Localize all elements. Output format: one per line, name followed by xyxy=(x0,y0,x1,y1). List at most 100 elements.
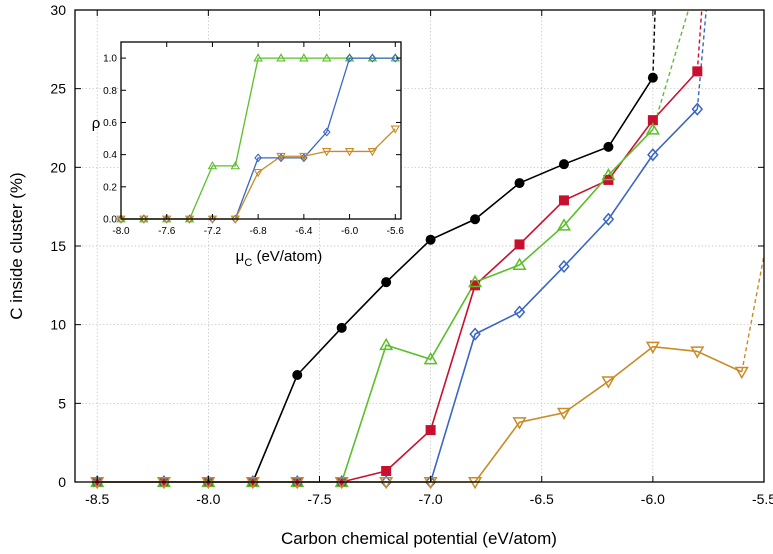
data-point-orange-triangles-6 xyxy=(379,476,394,490)
inset-x-label-sub: C xyxy=(244,257,252,269)
inset-data-point-blue-diamonds-9 xyxy=(322,127,331,137)
data-point-red-squares-12 xyxy=(647,115,658,126)
data-point-green-triangles-9 xyxy=(512,257,527,270)
inset-data-point-orange-triangles-7 xyxy=(276,152,286,162)
inset-data-point-orange-triangles-10 xyxy=(344,148,355,157)
inset-y-tick-label-0: 0.0 xyxy=(103,215,117,226)
y-tick-label-4: 20 xyxy=(50,159,66,175)
inset-x-tick-label-2: -7.2 xyxy=(204,226,222,237)
x-axis-label: Carbon chemical potential (eV/atom) xyxy=(281,529,557,548)
data-point-red-squares-10 xyxy=(558,195,569,206)
main-grid xyxy=(75,9,765,483)
y-tick-label-1: 5 xyxy=(58,395,66,411)
data-point-black-circles-5 xyxy=(336,322,347,333)
inset-background xyxy=(121,42,401,219)
data-point-green-triangles-6 xyxy=(379,337,394,351)
inset-x-axis-label: μC (eV/atom) xyxy=(236,248,323,269)
inset-data-point-green-triangles-8 xyxy=(299,53,309,62)
inset-plot-frame xyxy=(120,41,402,220)
y-tick-label-2: 10 xyxy=(50,317,66,333)
data-point-orange-triangles-11 xyxy=(601,376,616,389)
y-tick-label-6: 30 xyxy=(50,2,66,18)
inset-y-tick-label-4: 0.8 xyxy=(103,86,117,97)
main-series-markers xyxy=(90,66,749,490)
inset-axis-ticks: -8.0 -7.6 -7.2 -6.8 -6.4 -6.0 -5.6 0.0 0.2 0.4 0.6… xyxy=(103,42,404,237)
data-point-green-triangles-12 xyxy=(645,122,660,135)
inset-data-point-green-triangles-7 xyxy=(276,53,286,62)
series-extrapolation-red-squares xyxy=(696,9,703,72)
data-point-black-circles-7 xyxy=(425,234,436,245)
data-point-black-circles-12 xyxy=(647,72,658,83)
inset-x-tick-label-1: -7.6 xyxy=(158,226,176,237)
y-tick-label-0: 0 xyxy=(58,474,66,490)
data-point-black-circles-10 xyxy=(558,159,569,170)
data-point-orange-triangles-13 xyxy=(690,346,705,359)
inset-data-point-orange-triangles-8 xyxy=(299,152,309,162)
inset-y-tick-label-1: 0.2 xyxy=(103,182,117,193)
inset-data-point-blue-diamonds-12 xyxy=(391,53,400,63)
data-point-red-squares-13 xyxy=(692,66,703,77)
y-axis-label: C inside cluster (%) xyxy=(7,172,26,319)
data-point-green-triangles-8 xyxy=(468,274,483,288)
data-point-black-circles-9 xyxy=(514,178,525,189)
inset-x-tick-label-3: -6.8 xyxy=(250,226,268,237)
data-point-blue-diamonds-11 xyxy=(602,212,615,226)
inset-y-tick-label-5: 1.0 xyxy=(103,54,117,65)
data-point-blue-diamonds-12 xyxy=(647,148,659,162)
data-point-blue-diamonds-8 xyxy=(469,327,481,341)
series-extrapolation-black-circles xyxy=(652,9,656,78)
data-point-red-squares-6 xyxy=(381,465,392,476)
inset-x-tick-label-6: -5.6 xyxy=(387,226,405,237)
data-point-orange-triangles-12 xyxy=(645,341,660,354)
inset-x-tick-label-0: -8.0 xyxy=(112,226,130,237)
inset-y-axis-label: ρ xyxy=(92,115,101,132)
data-point-orange-triangles-9 xyxy=(512,417,527,430)
data-point-blue-diamonds-13 xyxy=(691,102,704,116)
data-point-green-triangles-7 xyxy=(423,352,438,365)
x-tick-label-0: -8.5 xyxy=(85,491,109,507)
inset-data-point-orange-triangles-9 xyxy=(321,148,332,157)
series-extrapolation-blue-diamonds xyxy=(696,9,707,110)
data-point-green-triangles-10 xyxy=(556,218,572,231)
inset-x-tick-label-4: -6.4 xyxy=(295,226,313,237)
x-tick-label-6: -5.5 xyxy=(752,491,773,507)
data-point-red-squares-7 xyxy=(425,425,436,436)
data-point-orange-triangles-10 xyxy=(556,407,572,421)
main-axis-ticks: -8.5 -8.0 -7.5 -7.0 -6.5 -6.0 -5.5 0 5 10 15 20 25 30 xyxy=(50,2,773,507)
x-tick-label-2: -7.5 xyxy=(307,491,331,507)
inset-data-point-orange-triangles-6 xyxy=(253,168,263,178)
x-tick-label-1: -8.0 xyxy=(196,491,220,507)
inset-data-point-green-triangles-4 xyxy=(207,160,218,170)
inset-data-point-green-triangles-6 xyxy=(253,53,263,62)
inset-data-point-blue-diamonds-6 xyxy=(254,153,263,163)
data-point-orange-triangles-3 xyxy=(245,476,260,490)
inset-y-tick-label-3: 0.6 xyxy=(103,118,117,129)
data-point-orange-triangles-14 xyxy=(734,366,749,380)
inset-data-point-blue-diamonds-11 xyxy=(368,53,377,63)
data-point-orange-triangles-8 xyxy=(468,476,483,490)
y-tick-label-3: 15 xyxy=(50,238,66,254)
data-point-red-squares-8 xyxy=(470,280,481,291)
data-point-black-circles-6 xyxy=(381,277,392,288)
data-point-orange-triangles-1 xyxy=(156,476,171,490)
series-extrapolation-orange-triangles xyxy=(741,255,765,372)
inset-x-tick-label-5: -6.0 xyxy=(341,226,359,237)
data-point-black-circles-11 xyxy=(603,141,614,152)
x-tick-label-5: -6.0 xyxy=(641,491,665,507)
inset-data-point-green-triangles-5 xyxy=(230,160,241,170)
data-point-blue-diamonds-9 xyxy=(513,305,526,319)
inset-y-tick-label-2: 0.4 xyxy=(103,150,117,161)
data-point-blue-diamonds-10 xyxy=(558,259,570,274)
data-point-red-squares-9 xyxy=(514,239,525,250)
data-point-green-triangles-11 xyxy=(601,167,616,181)
y-tick-label-5: 25 xyxy=(50,81,66,97)
x-tick-label-3: -7.0 xyxy=(419,491,443,507)
x-tick-label-4: -6.5 xyxy=(530,491,554,507)
inset-x-label-unit: (eV/atom) xyxy=(252,248,322,265)
inset-data-point-orange-triangles-11 xyxy=(367,148,378,157)
inset-data-point-green-triangles-9 xyxy=(321,53,332,62)
data-point-black-circles-4 xyxy=(292,370,303,381)
inset-data-point-orange-triangles-12 xyxy=(390,125,401,134)
data-point-orange-triangles-4 xyxy=(290,476,305,490)
